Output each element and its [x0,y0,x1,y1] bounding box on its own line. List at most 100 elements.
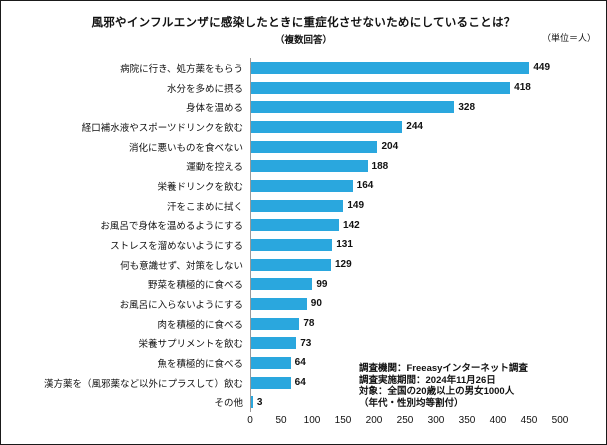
value-label: 73 [300,337,312,349]
x-tick-label: 450 [520,415,538,426]
chart-title: 風邪やインフルエンザに感染したときに重症化させないためにしていることは？ [91,17,516,29]
chart-row: お風呂に入らないようにする 90 [1,294,606,314]
x-axis: 0 50 100 150 200 250 300 350 400 450 500 [247,415,568,430]
category-label: 身体を温める [185,103,243,115]
chart-row: 魚を積極的に食べる 64 [1,353,606,373]
chart-row: 身体を温める 328 [1,97,606,118]
category-label: 野菜を積極的に食べる [147,280,243,292]
bar-chart: 病院に行き、処方薬をもらう 449 水分を多めに摂る 418 身体を温める 328 経口補水… [1,58,606,430]
x-tick-label: 400 [489,415,507,426]
footnote-line: 対象：全国の20歳以上の男女1000人 [359,386,515,397]
bar-track: 129 [250,254,561,275]
category-label: 消化に悪いものを食べない [128,142,243,154]
category-label: 汗をこまめに拭く [166,201,243,213]
chart-row: 運動を控える 188 [1,156,606,177]
bar-track: 73 [250,333,561,354]
bar [251,356,291,369]
x-tick-label: 300 [427,415,445,426]
bar-track: 244 [250,117,561,137]
bar-track: 204 [250,136,561,157]
value-label: 418 [514,82,531,93]
bar [251,278,313,291]
category-label: 病院に行き、処方薬をもらう [120,63,243,75]
chart-row: 何も意識せず、対策をしない 129 [1,254,606,275]
bar [251,337,297,350]
bar [251,396,253,409]
chart-row: 消化に悪いものを食べない 204 [1,136,606,157]
bar-track: 328 [250,97,561,118]
bar [251,160,368,173]
bar-rows: 病院に行き、処方薬をもらう 449 水分を多めに摂る 418 身体を温める 328 経口補水… [1,58,606,413]
x-tick-label: 50 [275,415,287,426]
category-label: その他 [214,398,243,410]
value-label: 142 [343,219,360,231]
value-label: 78 [303,318,315,330]
chart-row: 汗をこまめに拭く 149 [1,195,606,216]
category-label: 水分を多めに摂る [166,83,243,95]
value-label: 204 [381,141,399,153]
bar-track: 164 [250,176,561,196]
footnote-line: 調査実施期間：2024年11月26日 [359,374,496,386]
value-label: 164 [356,180,374,192]
category-label: 漢方薬を（風邪薬など以外にプラスして）飲む [43,378,243,390]
value-label: 244 [406,121,423,133]
chart-row: 栄養サプリメントを飲む 73 [1,333,606,354]
bar-track: 188 [250,156,561,177]
category-label: 運動を控える [186,162,243,174]
value-label: 131 [336,239,353,251]
bar-track: 64 [250,372,561,393]
category-label: 何も意識せず、対策をしない [120,260,243,272]
x-tick-label: 0 [247,415,253,426]
survey-footnote: 調査機関：Freeasyインターネット調査 調査実施期間：2024年11月26日対… [359,363,528,409]
bar [251,101,455,114]
chart-row: ストレスを溜めないようにする 131 [1,235,606,255]
footnote-line: 調査機関：Freeasyインターネット調査 [359,363,528,374]
x-tick-label: 150 [334,415,352,426]
chart-row: 肉を積極的に食べる 78 [1,313,606,334]
value-label: 99 [316,278,328,290]
bar [251,376,291,389]
category-label: 経口補水液やスポーツドリンクを飲む [81,122,243,134]
value-label: 328 [458,101,476,113]
value-label: 90 [310,298,322,310]
bar [251,317,300,330]
bar-track: 131 [250,235,561,255]
bar [251,140,378,153]
bar [251,219,340,232]
bar-track: 3 [250,392,561,413]
value-label: 64 [294,357,306,369]
category-label: お風呂で身体を温めるようにする [100,221,243,233]
bar-track: 149 [250,195,561,216]
x-tick-label: 350 [458,415,476,426]
value-label: 188 [371,160,389,172]
bar [251,258,331,271]
category-label: 肉を積極的に食べる [157,319,243,331]
bar-track: 64 [250,353,561,373]
footnote-line: （年代・性別均等割付） [359,397,464,409]
bar [251,199,344,212]
chart-row: 漢方薬を（風邪薬など以外にプラスして）飲む 64 [1,372,606,393]
bar [251,179,353,192]
category-label: お風呂に入らないようにする [119,299,243,311]
chart-row: 栄養ドリンクを飲む 164 [1,176,606,196]
bar-track: 78 [250,313,561,334]
bar-track: 90 [250,294,561,314]
bar [251,238,333,251]
category-label: 栄養サプリメントを飲む [138,339,243,351]
value-label: 149 [347,200,365,212]
value-label: 3 [256,396,263,408]
bar [251,61,530,74]
x-tick-label: 100 [303,415,321,426]
unit-label: （単位＝人） [541,33,596,43]
category-label: ストレスを溜めないようにする [110,240,243,252]
bar [251,120,403,133]
chart-row: 野菜を積極的に食べる 99 [1,274,606,295]
bar-track: 449 [250,58,561,78]
chart-row: 水分を多めに摂る 418 [1,77,606,98]
bar-track: 142 [250,215,561,236]
x-tick-label: 200 [365,415,383,426]
x-tick-label: 500 [551,415,569,426]
value-label: 64 [294,377,306,389]
x-tick-label: 250 [396,415,414,426]
